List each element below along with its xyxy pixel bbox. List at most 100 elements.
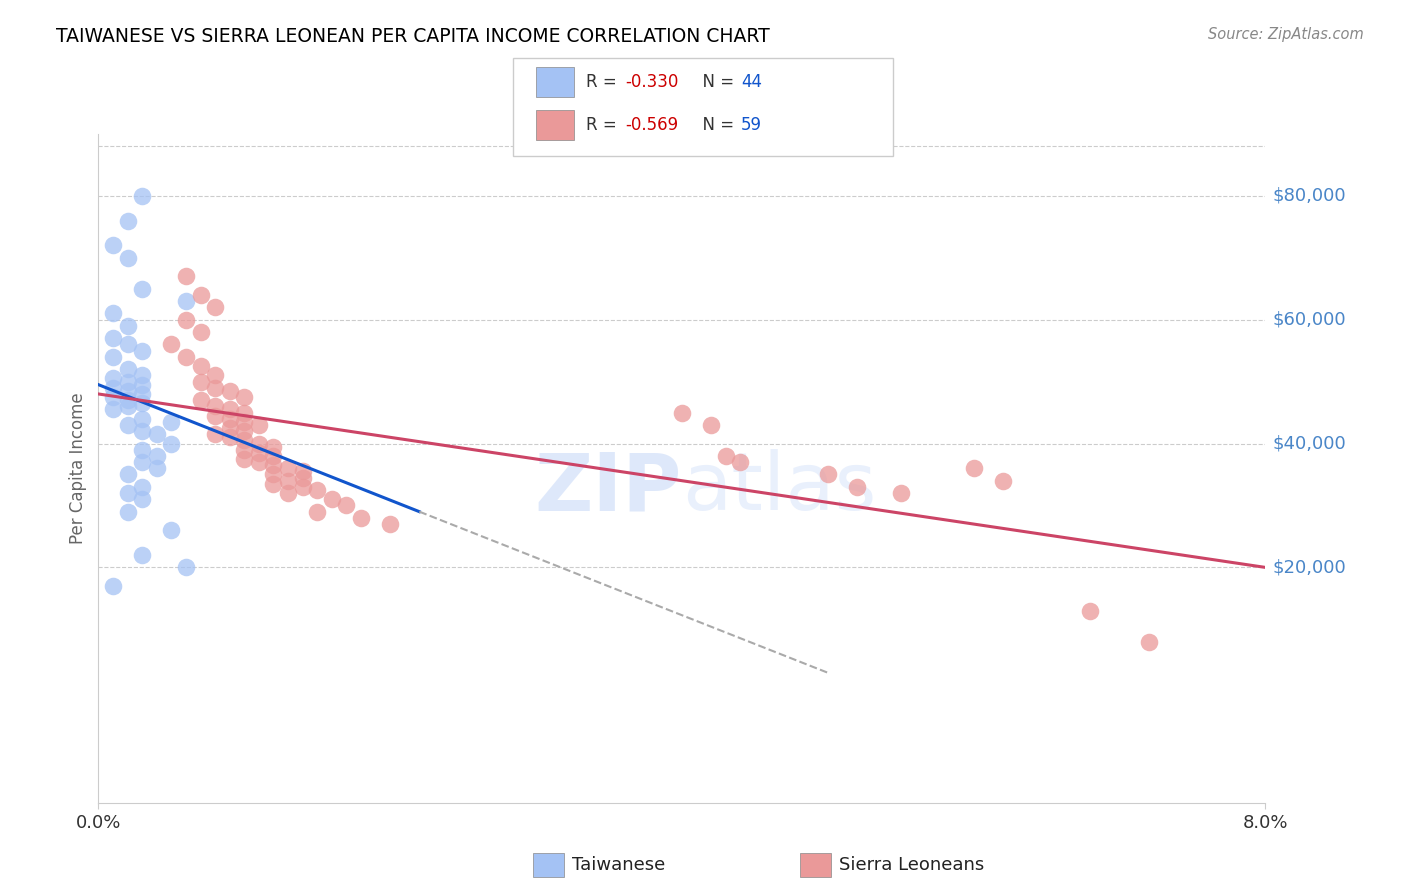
Point — [378, 517, 402, 532]
Text: R =: R = — [586, 73, 623, 91]
Text: atlas: atlas — [682, 450, 876, 527]
Text: $20,000: $20,000 — [1272, 558, 1346, 576]
Point — [131, 387, 153, 401]
Point — [817, 467, 839, 482]
Point — [117, 384, 139, 398]
Point — [131, 411, 153, 425]
Point — [1137, 634, 1160, 648]
Point — [218, 402, 240, 417]
Point — [190, 393, 212, 408]
Point — [131, 548, 153, 562]
Point — [117, 400, 139, 414]
Point — [117, 375, 139, 389]
Point — [190, 359, 212, 373]
Text: ZIP: ZIP — [534, 450, 682, 527]
Point — [131, 492, 153, 507]
Point — [101, 402, 124, 417]
Point — [845, 480, 868, 494]
Point — [890, 486, 912, 500]
Point — [190, 325, 212, 339]
Point — [233, 424, 256, 438]
Point — [277, 486, 299, 500]
Point — [146, 427, 169, 442]
Point — [117, 318, 139, 333]
Point — [218, 384, 240, 398]
Point — [335, 499, 357, 513]
Point — [291, 464, 314, 478]
Point — [160, 337, 183, 351]
Point — [131, 442, 153, 457]
Point — [291, 470, 314, 484]
Point — [350, 511, 373, 525]
Text: R =: R = — [586, 116, 623, 134]
Point — [247, 446, 270, 460]
Text: $80,000: $80,000 — [1272, 186, 1346, 205]
Point — [101, 579, 124, 593]
Point — [160, 523, 183, 537]
Point — [233, 415, 256, 429]
Point — [233, 442, 256, 457]
Point — [131, 480, 153, 494]
Point — [101, 238, 124, 252]
Point — [190, 375, 212, 389]
Point — [131, 343, 153, 358]
Point — [174, 294, 197, 309]
Point — [247, 455, 270, 469]
Text: Taiwanese: Taiwanese — [572, 856, 665, 874]
Point — [117, 362, 139, 376]
Text: -0.569: -0.569 — [626, 116, 679, 134]
Y-axis label: Per Capita Income: Per Capita Income — [69, 392, 87, 544]
Text: Sierra Leoneans: Sierra Leoneans — [839, 856, 984, 874]
Point — [204, 368, 226, 383]
Point — [101, 371, 124, 385]
Point — [262, 449, 284, 463]
Point — [277, 461, 299, 475]
Point — [277, 474, 299, 488]
Point — [117, 467, 139, 482]
Text: N =: N = — [692, 116, 740, 134]
Point — [714, 449, 737, 463]
Point — [131, 424, 153, 438]
Point — [131, 377, 153, 392]
Point — [247, 417, 270, 432]
Point — [962, 461, 984, 475]
Point — [117, 251, 139, 265]
Point — [174, 312, 197, 326]
Point — [233, 452, 256, 467]
Point — [1080, 604, 1102, 618]
Point — [321, 492, 343, 507]
Point — [131, 282, 153, 296]
Point — [262, 467, 284, 482]
Text: N =: N = — [692, 73, 740, 91]
Point — [101, 390, 124, 404]
Point — [291, 480, 314, 494]
Point — [160, 436, 183, 450]
Point — [307, 483, 329, 497]
Point — [204, 427, 226, 442]
Point — [131, 368, 153, 383]
Text: 59: 59 — [741, 116, 762, 134]
Point — [204, 300, 226, 314]
Point — [131, 455, 153, 469]
Point — [218, 430, 240, 444]
Point — [174, 560, 197, 574]
Point — [101, 331, 124, 345]
Point — [160, 415, 183, 429]
Point — [233, 434, 256, 448]
Point — [204, 381, 226, 395]
Point — [117, 505, 139, 519]
Point — [204, 409, 226, 423]
Point — [117, 486, 139, 500]
Text: $60,000: $60,000 — [1272, 310, 1346, 328]
Text: $40,000: $40,000 — [1272, 434, 1346, 452]
Point — [247, 436, 270, 450]
Point — [131, 188, 153, 202]
Text: Source: ZipAtlas.com: Source: ZipAtlas.com — [1208, 27, 1364, 42]
Point — [204, 400, 226, 414]
Point — [991, 474, 1014, 488]
Point — [262, 458, 284, 473]
Point — [218, 411, 240, 425]
Point — [174, 350, 197, 364]
Point — [101, 350, 124, 364]
Point — [233, 390, 256, 404]
